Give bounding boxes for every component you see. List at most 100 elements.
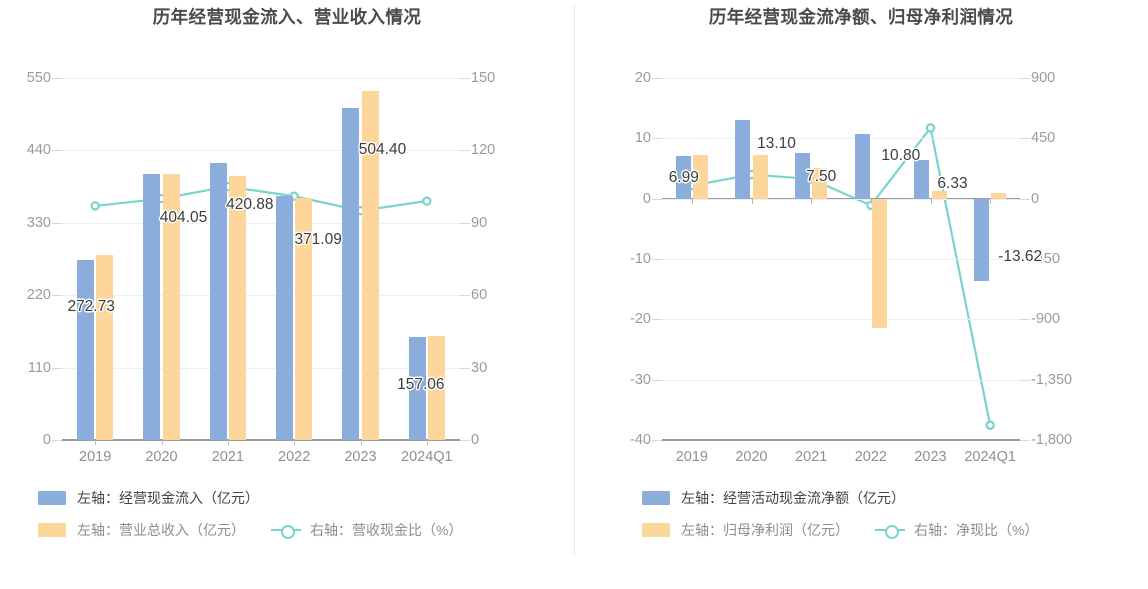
y-axis-tick-left: 110: [27, 359, 51, 376]
y-axis-tick-left: -20: [630, 311, 651, 328]
legend-row-orange-line: 左轴：归母净利润（亿元） 右轴：净现比（%）: [642, 520, 1038, 540]
x-axis-tickmark: [691, 198, 693, 204]
line-series-left: [90, 181, 432, 216]
gridline: [62, 367, 460, 369]
legend-swatch-blue-icon: [38, 491, 66, 505]
x-axis-label: 2023: [344, 449, 377, 465]
x-axis-tickmark: [870, 198, 872, 204]
bar-blue: [914, 160, 930, 199]
y-axis-tick-right: 0: [471, 432, 480, 448]
ytick-dash: [52, 78, 62, 79]
legend-line-marker-icon: [875, 523, 905, 539]
gridline: [62, 295, 460, 297]
x-axis-tickmark: [751, 198, 753, 204]
y-axis-tick-left: 20: [634, 70, 651, 86]
line-marker: [90, 201, 100, 211]
chart-title-left: 历年经营现金流入、营业收入情况: [152, 7, 422, 27]
legend-line-marker-icon: [271, 523, 301, 539]
ytick-dash: [1020, 198, 1030, 200]
x-axis-label: 2021: [795, 449, 828, 465]
bar-blue: [794, 153, 811, 199]
ytick-dash: [460, 440, 470, 441]
x-axis-label: 2020: [145, 449, 178, 465]
legend-row-orange-line: 左轴：营业总收入（亿元） 右轴：营收现金比（%）: [38, 520, 462, 540]
ytick-dash: [652, 440, 662, 441]
ytick-dash: [1020, 319, 1030, 321]
bar-blue: [735, 119, 751, 199]
y-axis-tick-left: 330: [26, 214, 51, 231]
bar-orange: [812, 167, 828, 199]
ytick-dash: [52, 150, 62, 152]
x-axis-label: 2021: [211, 449, 244, 465]
ytick-dash: [652, 138, 662, 140]
ytick-dash: [1020, 138, 1030, 140]
x-axis-tickmark: [95, 440, 97, 445]
y-axis-tick-left: -10: [630, 251, 651, 267]
ytick-dash: [652, 198, 662, 200]
legend-left: 左轴：经营现金流入（亿元） 左轴：营业总收入（亿元） 右轴：营收现金比（%）: [38, 488, 462, 552]
bar-blue: [408, 336, 426, 440]
y-axis-tick-right: -450: [1031, 251, 1061, 267]
x-axis-tickmark: [227, 440, 229, 445]
ytick-dash: [460, 222, 470, 224]
ytick-dash: [1020, 440, 1030, 441]
y-axis-tick-left: 220: [26, 287, 51, 304]
bar-orange: [361, 90, 379, 440]
bar-blue: [675, 156, 691, 199]
y-axis-tick-right: -1,800: [1031, 432, 1073, 448]
x-axis-label: 2019: [675, 449, 708, 465]
y-axis-tick-right: 450: [1031, 130, 1056, 147]
gridline: [62, 150, 460, 152]
bar-blue: [973, 198, 990, 281]
ytick-dash: [460, 367, 470, 369]
y-axis-tick-left: 550: [26, 70, 51, 86]
legend-row-blue: 左轴：经营活动现金流净额（亿元）: [642, 488, 1038, 508]
y-axis-tick-right: 900: [1031, 70, 1056, 86]
y-axis-tick-left: 440: [26, 142, 51, 159]
ytick-dash: [52, 295, 62, 297]
x-axis-label: 2020: [735, 449, 768, 465]
gridline: [662, 259, 1020, 260]
bar-orange: [871, 198, 888, 329]
ytick-dash: [460, 78, 470, 79]
plot-area-right: 20 900 10 450 0 0 -10 -450 -20 -900 -30 -1,350 -40 -1…: [630, 71, 1072, 464]
bar-blue: [143, 174, 161, 440]
ytick-dash: [652, 78, 662, 79]
gridline: [662, 379, 1020, 381]
bar-blue: [77, 260, 94, 440]
bar-orange: [162, 174, 180, 440]
x-axis-tickmark: [161, 440, 163, 445]
axis-baseline: [662, 439, 1020, 441]
y-axis-tick-right: 120: [471, 142, 496, 159]
legend-label-line: 右轴：营收现金比（%）: [310, 522, 463, 538]
y-axis-tick-right: 0: [1031, 190, 1040, 207]
bar-orange: [96, 255, 114, 440]
legend-label-blue: 左轴：经营现金流入（亿元）: [77, 490, 259, 506]
ytick-dash: [1020, 259, 1030, 260]
bar-blue: [854, 133, 870, 199]
bar-orange: [692, 155, 709, 199]
ytick-dash: [652, 379, 662, 381]
bar-blue: [276, 195, 293, 440]
x-axis-tickmark: [811, 198, 813, 204]
legend-label-blue: 左轴：经营活动现金流净额（亿元）: [681, 490, 905, 506]
y-axis-tick-left: -30: [630, 371, 651, 388]
legend-row-blue: 左轴：经营现金流入（亿元）: [38, 488, 462, 508]
legend-swatch-orange-icon: [38, 523, 66, 537]
bar-orange: [931, 191, 947, 199]
chart-panel-left: 历年经营现金流入、营业收入情况 550 150 440 120 330 90 220 60 11…: [27, 7, 495, 552]
legend-right: 左轴：经营活动现金流净额（亿元） 左轴：归母净利润（亿元） 右轴：净现比（%）: [642, 488, 1038, 552]
x-axis-label: 2023: [914, 449, 947, 465]
y-axis-tick-left: 0: [642, 190, 651, 207]
bar-orange: [991, 193, 1007, 199]
plot-area-left: 550 150 440 120 330 90 220 60 110 30 0 0 2019 2020 202…: [27, 71, 495, 464]
bar-blue: [209, 162, 227, 440]
chart-title-right: 历年经营现金流净额、归母净利润情况: [708, 7, 1014, 27]
gridline: [62, 222, 460, 224]
x-axis-tickmark: [930, 198, 932, 204]
ytick-dash: [52, 440, 62, 441]
y-axis-tick-right: 150: [471, 70, 496, 86]
bar-orange: [295, 198, 313, 440]
gridline: [62, 78, 460, 79]
x-axis-label: 2022: [854, 449, 887, 465]
